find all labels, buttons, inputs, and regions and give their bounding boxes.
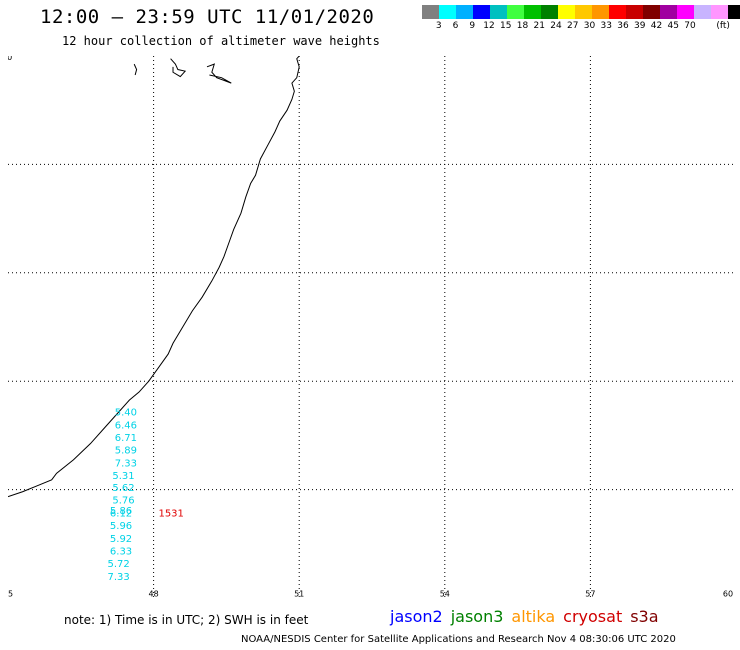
jason2-wave-label: 5.31 [112,471,134,482]
jason2-wave-label: 5.96 [110,521,132,532]
colorbar-swatch [575,5,592,19]
colorbar-label: 42 [650,21,663,31]
colorbar-label: 70 [684,21,696,31]
colorbar-label: 27 [567,21,579,31]
colorbar-labels: 3 6 9 12 15 18 21 24 27 30 33 36 39 42 45 70 (ft) [422,21,740,33]
colorbar-swatch [439,5,456,19]
jason2-wave-label: 6.71 [115,433,137,444]
jason2-wave-label: 5.72 [107,559,129,570]
colorbar-label: 30 [583,21,596,31]
footer-note: note: 1) Time is in UTC; 2) SWH is in fe… [64,613,309,627]
island-outline [206,63,232,84]
jason2-wave-label: 7.33 [115,458,137,469]
colorbar-label: 45 [667,21,679,31]
wave-height-colorbar [422,5,740,19]
colorbar-label: 33 [600,21,612,31]
map-subtitle: 12 hour collection of altimeter wave hei… [62,34,380,48]
colorbar-swatch [711,5,728,19]
legend-item-s3a: s3a [630,607,659,626]
colorbar-label: 18 [516,21,529,31]
legend-item-cryosat: cryosat [563,607,623,626]
colorbar-label: 15 [500,21,512,31]
colorbar-swatch [507,5,524,19]
coastline [8,56,300,498]
x-tick-label: 51 [294,590,304,599]
jason2-wave-label: 5.62 [112,483,134,494]
colorbar-label: 9 [469,21,476,31]
credit-line: NOAA/NESDIS Center for Satellite Applica… [241,634,676,645]
colorbar-label: 36 [617,21,629,31]
jason2-wave-label: 5.92 [110,534,132,545]
jason2-wave-label: 6.33 [110,547,132,558]
colorbar-swatch [541,5,558,19]
legend-item-jason2: jason2 [390,607,443,626]
jason2-wave-label: 5.86 [110,506,132,517]
map-panel: 45485154576010864205.406.466.715.897.335… [8,56,736,598]
colorbar-swatch [626,5,643,19]
colorbar-label: 3 [435,21,442,31]
island-outline [133,63,138,76]
colorbar-swatch [677,5,694,19]
satellite-legend: jason2 jason3 altika cryosat s3a [390,607,667,626]
colorbar-swatch [490,5,507,19]
colorbar-swatch [422,5,439,19]
colorbar-swatch [473,5,490,19]
jason2-wave-label: 5.40 [115,407,137,418]
colorbar-label: 24 [550,21,562,31]
colorbar-swatch [524,5,541,19]
jason2-wave-label: 7.33 [107,572,129,583]
colorbar-label: 21 [533,21,545,31]
colorbar-label: (ft) [716,21,730,31]
legend-item-jason3: jason3 [450,607,504,626]
x-tick-label: 45 [8,590,13,599]
legend-item-altika: altika [511,607,556,626]
colorbar-swatch [660,5,677,19]
colorbar-swatch [728,5,740,19]
cryosat-wave-label: 1531 [158,509,183,520]
colorbar-label: 6 [452,21,459,31]
x-tick-label: 54 [440,590,450,599]
colorbar-swatch [694,5,711,19]
map-title: 12:00 — 23:59 UTC 11/01/2020 [40,6,375,28]
x-tick-label: 48 [149,590,159,599]
x-tick-label: 57 [585,590,595,599]
jason2-wave-label: 5.89 [115,445,137,456]
colorbar-swatch [558,5,575,19]
wave-height-map: 45485154576010864205.406.466.715.897.335… [8,56,736,598]
x-tick-label: 60 [723,590,733,599]
colorbar-label: 39 [634,21,646,31]
jason2-wave-label: 6.12 [110,509,132,520]
colorbar-swatch [456,5,473,19]
colorbar-swatch [643,5,660,19]
colorbar-label: 12 [483,21,495,31]
colorbar-swatch [609,5,626,19]
island-outline [170,58,187,78]
colorbar-swatch [592,5,609,19]
jason2-wave-label: 6.46 [115,420,137,431]
y-tick-label: 10 [8,56,12,62]
jason2-wave-label: 5.76 [112,496,134,507]
